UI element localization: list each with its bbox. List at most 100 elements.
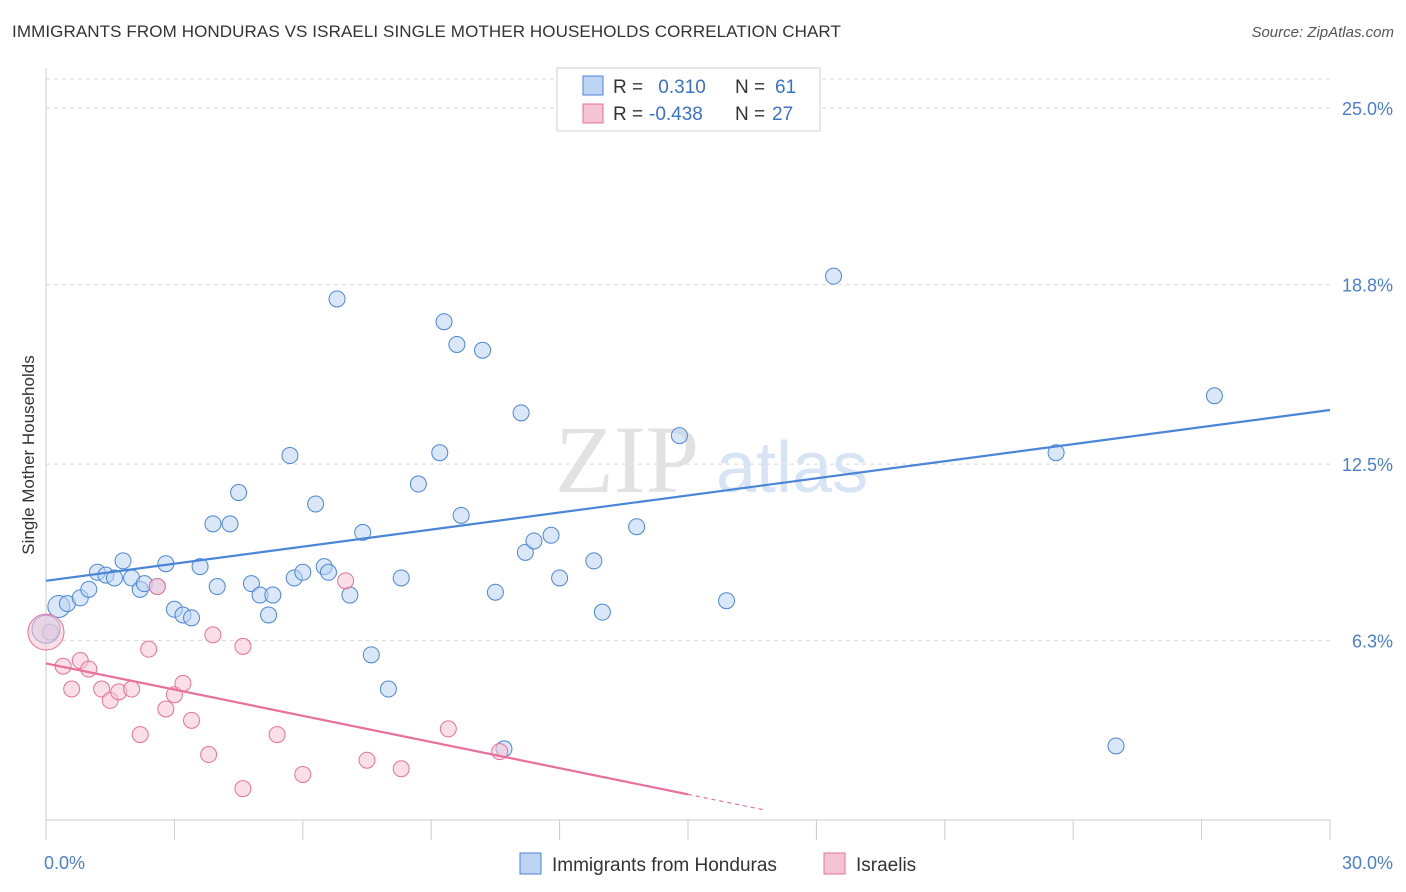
legend-swatch-israelis	[582, 103, 604, 124]
point-israelis-2	[63, 680, 81, 698]
trend-line-israelis	[45, 662, 689, 796]
point-israelis-19	[234, 637, 252, 655]
series-israelis-points	[27, 572, 509, 798]
point-honduras-20	[230, 484, 248, 502]
point-israelis-12	[157, 700, 175, 718]
point-honduras-15	[183, 609, 201, 627]
point-israelis-9	[131, 726, 149, 744]
point-honduras-24	[264, 586, 282, 604]
point-honduras-55	[825, 267, 843, 285]
point-israelis-10	[140, 640, 158, 658]
point-honduras-42	[474, 341, 492, 359]
point-honduras-34	[362, 646, 380, 664]
watermark-zip: ZIP	[555, 406, 699, 513]
point-israelis-24	[392, 760, 410, 778]
bottom-legend-label-israelis: Israelis	[856, 855, 916, 876]
x-tick-label-max: 30.0%	[1342, 853, 1393, 873]
y-tick-label-0: 6.3%	[1352, 632, 1393, 652]
grid-lines	[46, 78, 1330, 642]
point-honduras-35	[379, 680, 397, 698]
point-honduras-33	[354, 523, 372, 541]
point-honduras-19	[221, 515, 239, 533]
point-israelis-4	[80, 660, 98, 678]
watermark-atlas: atlas	[716, 428, 868, 508]
point-honduras-41	[452, 506, 470, 524]
point-honduras-47	[525, 532, 543, 550]
y-tick-label-2: 18.8%	[1342, 276, 1393, 296]
correlation-legend: R = 0.310 N = 61 R = -0.438 N = 27	[556, 67, 821, 132]
point-israelis-15	[183, 711, 201, 729]
source-credit: Source: ZipAtlas.com	[1251, 24, 1394, 41]
point-honduras-43	[486, 583, 504, 601]
legend-r-label-2: R =	[613, 104, 643, 125]
legend-r-value-2: -0.438	[649, 104, 703, 125]
trend-line-extension-israelis	[687, 793, 766, 811]
point-israelis-0	[27, 613, 65, 651]
point-honduras-36	[392, 569, 410, 587]
x-tick-labels: 0.0% 30.0%	[44, 853, 1393, 873]
x-tick-label-min: 0.0%	[44, 853, 85, 873]
point-honduras-58	[1205, 387, 1223, 405]
legend-r-value-1: 0.310	[653, 77, 706, 98]
point-israelis-18	[234, 780, 252, 798]
point-honduras-30	[319, 563, 337, 581]
point-israelis-8	[123, 680, 141, 698]
trend-line-honduras	[45, 408, 1331, 582]
point-israelis-23	[358, 751, 376, 769]
legend-swatch-honduras	[582, 75, 604, 96]
point-honduras-28	[307, 495, 325, 513]
point-honduras-45	[512, 404, 530, 422]
point-honduras-17	[204, 515, 222, 533]
point-honduras-52	[628, 518, 646, 536]
point-honduras-21	[242, 575, 260, 593]
point-honduras-37	[409, 475, 427, 493]
bottom-legend-swatch-israelis	[823, 852, 846, 875]
point-honduras-31	[328, 290, 346, 308]
point-israelis-11	[148, 578, 166, 596]
point-israelis-5	[93, 680, 111, 698]
series-honduras-points	[31, 267, 1223, 758]
point-honduras-16	[191, 558, 209, 576]
point-israelis-20	[268, 726, 286, 744]
point-israelis-14	[174, 674, 192, 692]
watermark: ZIP atlas	[555, 406, 868, 513]
point-honduras-53	[670, 427, 688, 445]
point-israelis-16	[200, 746, 218, 764]
point-honduras-38	[431, 444, 449, 462]
legend-n-label-1: N =	[735, 77, 765, 98]
point-honduras-7	[114, 552, 132, 570]
point-honduras-56	[1047, 444, 1065, 462]
point-honduras-6	[105, 569, 123, 587]
point-honduras-18	[208, 578, 226, 596]
point-israelis-17	[204, 626, 222, 644]
trend-lines	[45, 408, 1331, 811]
y-tick-labels: 6.3% 12.5% 18.8% 25.0%	[1342, 99, 1393, 651]
point-honduras-40	[448, 335, 466, 353]
legend-n-value-1: 61	[775, 77, 796, 98]
point-honduras-25	[281, 447, 299, 465]
point-honduras-23	[260, 606, 278, 624]
y-axis-label: Single Mother Households	[19, 355, 38, 554]
point-honduras-54	[718, 592, 736, 610]
legend-r-label-1: R =	[613, 77, 643, 98]
point-honduras-49	[551, 569, 569, 587]
point-honduras-50	[585, 552, 603, 570]
point-israelis-22	[337, 572, 355, 590]
y-tick-label-1: 12.5%	[1342, 455, 1393, 475]
chart-title: IMMIGRANTS FROM HONDURAS VS ISRAELI SING…	[12, 22, 841, 41]
point-honduras-57	[1107, 737, 1125, 755]
series-legend: Immigrants from Honduras Israelis	[519, 852, 916, 876]
point-israelis-21	[294, 765, 312, 783]
bottom-legend-label-honduras: Immigrants from Honduras	[552, 855, 777, 876]
legend-n-value-2: 27	[772, 104, 793, 125]
point-honduras-51	[593, 603, 611, 621]
y-tick-label-3: 25.0%	[1342, 99, 1393, 119]
point-honduras-32	[341, 586, 359, 604]
point-honduras-39	[435, 313, 453, 331]
point-honduras-27	[294, 563, 312, 581]
legend-n-label-2: N =	[735, 104, 765, 125]
bottom-legend-swatch-honduras	[519, 852, 542, 875]
point-honduras-3	[80, 580, 98, 598]
axes	[45, 68, 1331, 840]
